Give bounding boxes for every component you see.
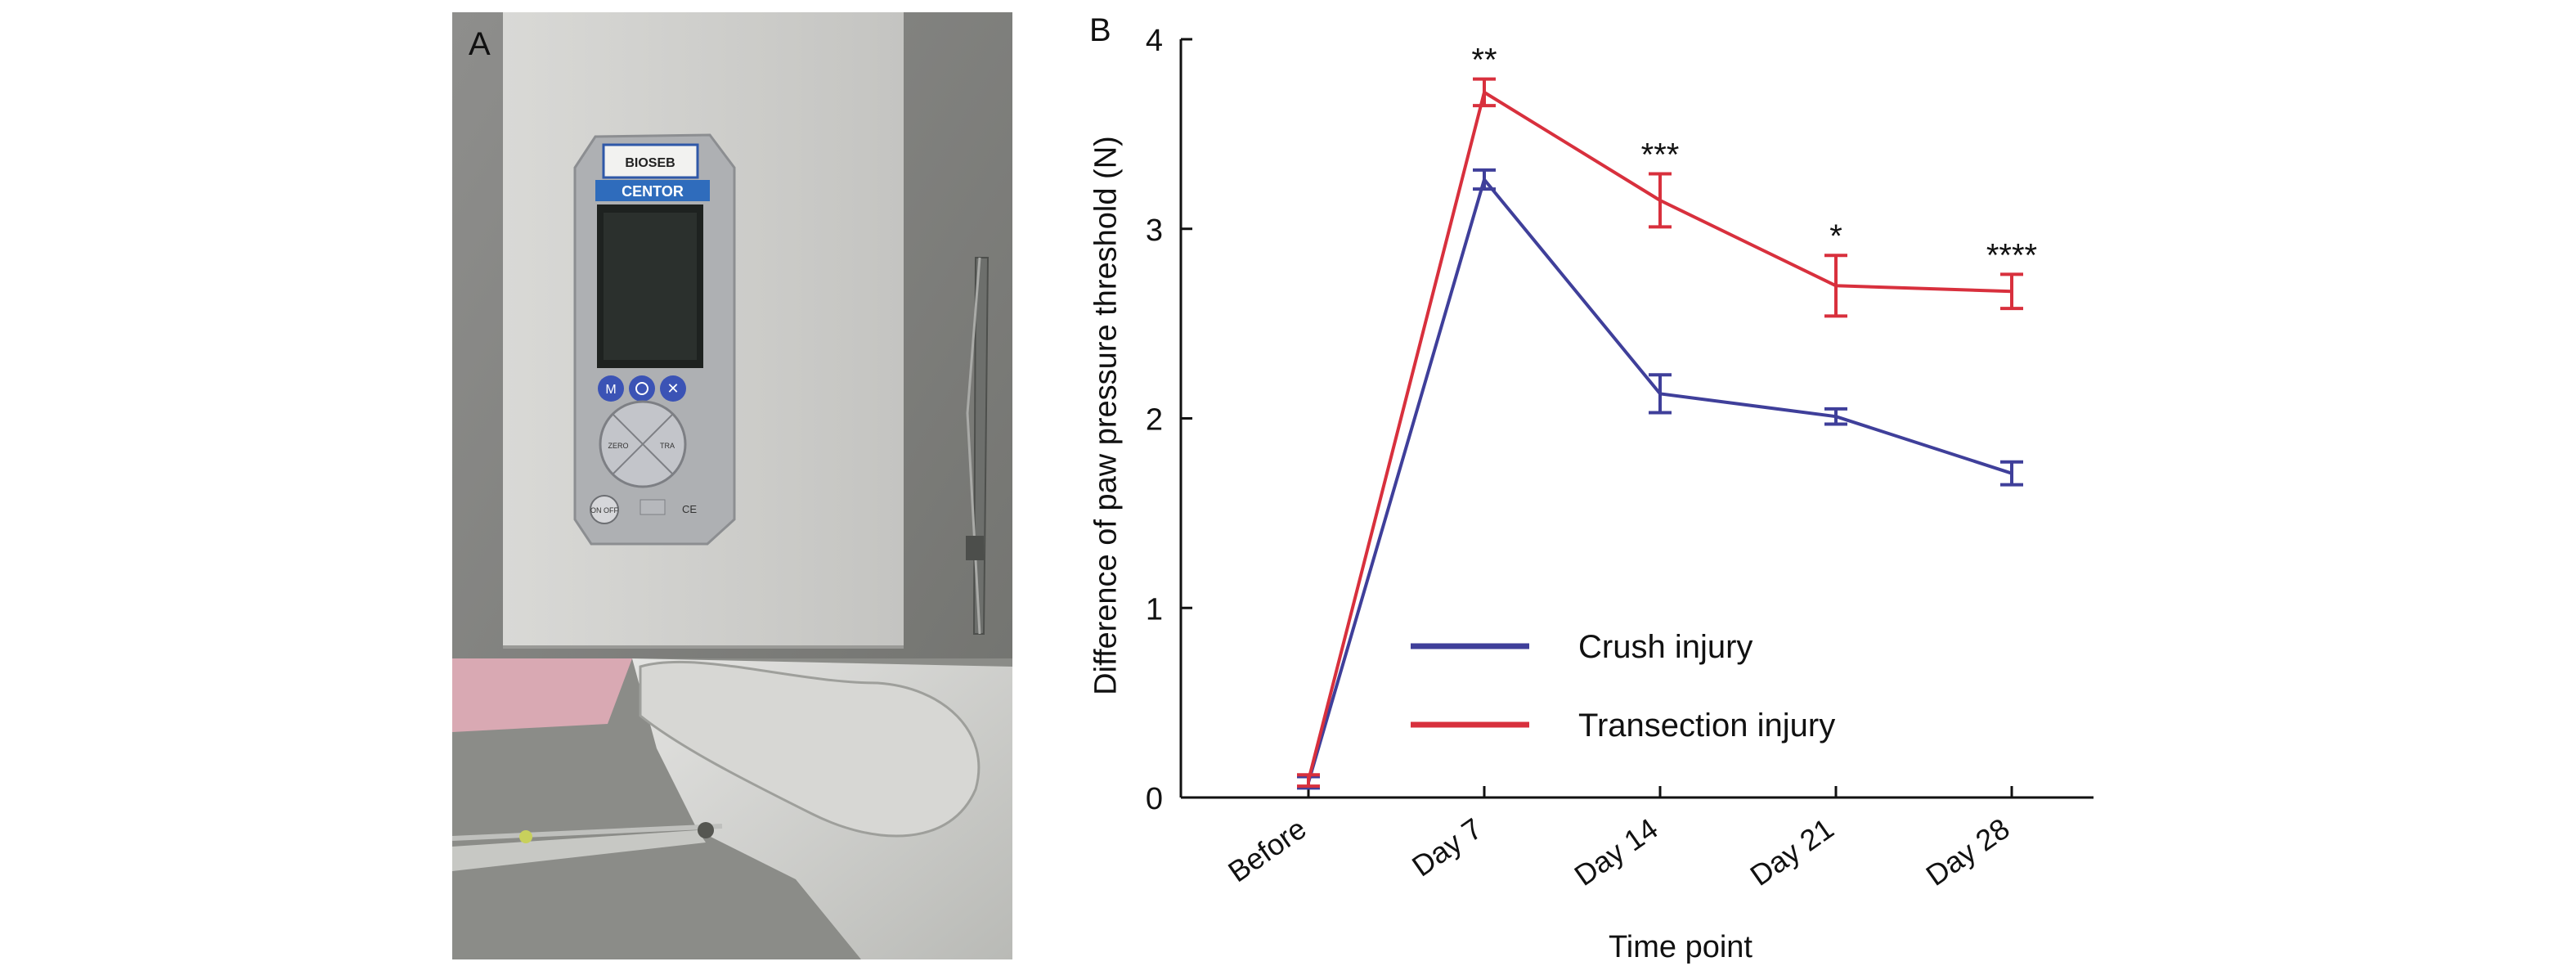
significance-label: *** [1641,137,1680,173]
x-tick-label: Day 14 [1568,811,1664,892]
series-line [1307,177,2013,784]
model-label-plate [595,180,710,201]
chart-series [1297,77,2023,790]
pink-fabric [452,658,632,732]
device-screen-glare [604,213,697,360]
zero-key-label: ZERO [608,442,628,450]
panel-b-label: B [1089,12,1111,48]
significance-label: ** [1471,43,1497,79]
significance-label: **** [1986,237,2037,273]
gloved-hand [639,660,981,838]
meter-probe [452,824,723,841]
y-tick-label: 0 [1146,782,1163,816]
x-tick-label: Day 7 [1406,811,1488,883]
brand-label-plate [602,143,699,179]
chart-ticks: 0 1 2 3 4 Before Day 7 Day 14 Day 21 Day 28 [1146,24,2016,892]
x-axis-label: Time point [1609,930,1752,964]
settings-button [629,375,655,402]
chart-axes [1179,39,2094,799]
x-tick-label: Day 21 [1744,811,1840,892]
chart-legend: Crush injury Transection injury [1411,629,1835,744]
y-tick-label: 1 [1146,592,1163,627]
series-crush-injury [1297,168,2023,790]
y-tick-label: 3 [1146,213,1163,248]
tra-key-label: TRA [660,442,675,450]
significance-label: * [1829,218,1842,254]
significance-annotations: ********** [1471,43,2037,274]
y-tick-label: 2 [1146,403,1163,438]
power-button-label: ON OFF [590,506,618,514]
mode-button [598,375,624,402]
legend-label: Transection injury [1578,708,1835,744]
brand-label-text: BIOSEB [625,156,675,170]
y-axis-label: Difference of paw pressure threshold (N) [1088,136,1123,695]
svg-text:✕: ✕ [666,380,679,397]
panel-a-label: A [469,26,491,62]
y-tick-label: 4 [1146,24,1163,58]
svg-text:CE: CE [682,503,697,515]
mode-button-label: M [605,383,616,397]
legend-label: Crush injury [1578,629,1752,665]
photo-panel: BIOSEB CENTOR M ✕ ZERO TRA ON OFF CE A [452,12,1012,959]
cancel-button [660,375,686,402]
series-transection-injury [1297,77,2023,789]
x-tick-label: Day 28 [1920,811,2016,892]
model-label-text: CENTOR [622,183,684,200]
x-tick-label: Before [1222,811,1312,888]
power-button [590,495,619,524]
